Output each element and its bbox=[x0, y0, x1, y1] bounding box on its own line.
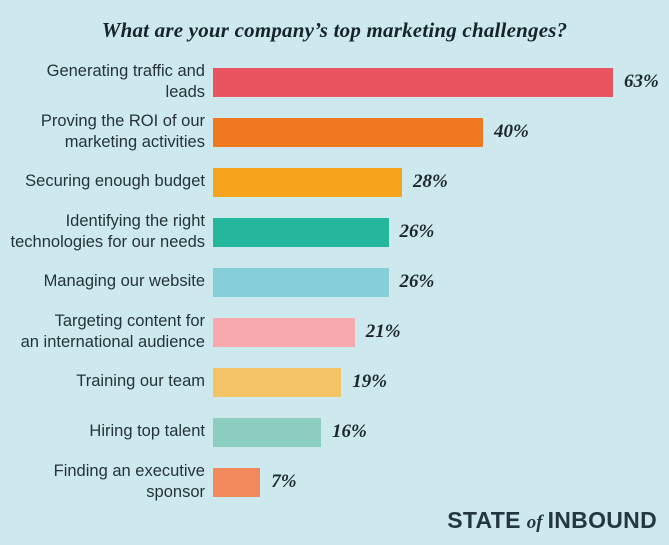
bar-area: 26% bbox=[213, 217, 669, 247]
category-label: Proving the ROI of our marketing activit… bbox=[40, 111, 205, 151]
bar-area: 21% bbox=[213, 317, 669, 347]
bar-area: 28% bbox=[213, 167, 669, 197]
bar bbox=[213, 317, 355, 347]
bar-area: 40% bbox=[213, 117, 669, 147]
chart-row: Identifying the right technologies for o… bbox=[8, 207, 669, 257]
category-label: Finding an executive sponsor bbox=[53, 461, 205, 501]
bar bbox=[213, 467, 261, 497]
chart-title: What are your company’s top marketing ch… bbox=[101, 18, 568, 42]
bar bbox=[213, 367, 342, 397]
bar bbox=[213, 217, 389, 247]
logo-state-text: STATE bbox=[447, 507, 521, 533]
value-label: 7% bbox=[271, 471, 297, 492]
value-label: 21% bbox=[365, 321, 401, 342]
bar-area: 26% bbox=[213, 267, 669, 297]
bar-area: 63% bbox=[213, 67, 669, 97]
state-of-inbound-logo: STATE of INBOUND bbox=[447, 507, 657, 534]
chart-row: Hiring top talent 16% bbox=[8, 407, 669, 457]
category-label: Securing enough budget bbox=[25, 172, 205, 191]
category-label: Managing our website bbox=[43, 272, 205, 291]
chart-row: Generating traffic and leads 63% bbox=[8, 57, 669, 107]
bar-area: 19% bbox=[213, 367, 669, 397]
category-label: Identifying the right technologies for o… bbox=[10, 211, 205, 251]
logo-of-text: of bbox=[526, 512, 543, 533]
category-label: Hiring top talent bbox=[89, 422, 205, 441]
bar-chart: Generating traffic and leads 63% Proving… bbox=[8, 57, 669, 507]
logo-inbound-text: INBOUND bbox=[547, 507, 657, 533]
category-label: Generating traffic and leads bbox=[46, 61, 205, 101]
value-label: 63% bbox=[624, 71, 659, 92]
chart-row: Proving the ROI of our marketing activit… bbox=[8, 107, 669, 157]
bar bbox=[213, 267, 389, 297]
bar-area: 16% bbox=[213, 417, 669, 447]
value-label: 19% bbox=[352, 371, 388, 392]
bar bbox=[213, 67, 613, 97]
value-label: 28% bbox=[413, 171, 448, 192]
chart-row: Finding an executive sponsor 7% bbox=[8, 457, 669, 507]
value-label: 26% bbox=[399, 221, 435, 242]
bar bbox=[213, 167, 402, 197]
value-label: 26% bbox=[399, 271, 435, 292]
bar-area: 7% bbox=[213, 467, 669, 497]
bar bbox=[213, 417, 321, 447]
chart-row: Managing our website 26% bbox=[8, 257, 669, 307]
value-label: 16% bbox=[332, 421, 367, 442]
category-label: Training our team bbox=[76, 372, 205, 391]
value-label: 40% bbox=[494, 121, 529, 142]
bar bbox=[213, 117, 483, 147]
chart-row: Training our team 19% bbox=[8, 357, 669, 407]
category-label: Targeting content for an international a… bbox=[20, 311, 205, 351]
chart-row: Targeting content for an international a… bbox=[8, 307, 669, 357]
chart-row: Securing enough budget 28% bbox=[8, 157, 669, 207]
